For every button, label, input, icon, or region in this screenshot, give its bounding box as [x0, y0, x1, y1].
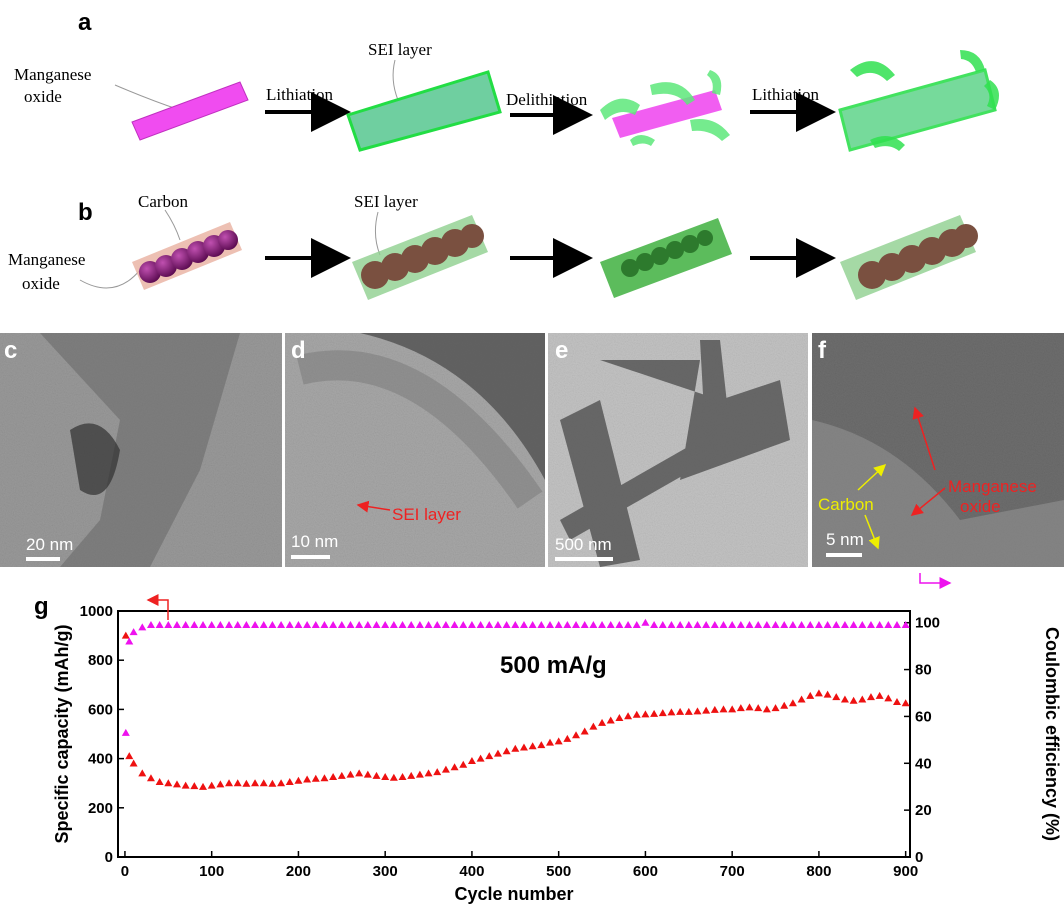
annotation: Manganese: [948, 477, 1037, 496]
scale-label: 10 nm: [291, 532, 338, 551]
figure: a Manganese oxide Lithiation SEI layer D…: [0, 0, 1064, 907]
annotation: SEI layer: [392, 505, 461, 524]
x-tick-label: 400: [459, 863, 484, 880]
panel-a: a Manganese oxide Lithiation SEI layer D…: [14, 9, 999, 151]
label: SEI layer: [368, 40, 432, 59]
y-axis-label: Specific capacity (mAh/g): [52, 624, 72, 843]
y-tick-label: 0: [105, 849, 113, 866]
panel-label: e: [555, 337, 568, 364]
x-axis-label: Cycle number: [454, 884, 573, 904]
x-tick-label: 700: [720, 863, 745, 880]
plot-frame: [118, 611, 910, 857]
y-tick-label: 1000: [80, 603, 113, 620]
x-tick-label: 100: [199, 863, 224, 880]
y-tick-label: 400: [88, 751, 113, 768]
leader: [165, 210, 180, 240]
label: oxide: [22, 274, 60, 293]
y2-axis-label: Coulombic efficiency (%): [1042, 627, 1062, 841]
panel-label: b: [78, 199, 93, 226]
scale-label: 500 nm: [555, 535, 612, 554]
y2-tick-label: 100: [915, 615, 940, 632]
y2-tick-label: 40: [915, 755, 932, 772]
panel-g: g 500 mA/g Cycle number Specific capacit…: [34, 573, 1062, 904]
y2-tick-label: 0: [915, 849, 923, 866]
label: Carbon: [138, 192, 189, 211]
panel-label: f: [818, 337, 827, 364]
sei-tube: [348, 72, 500, 150]
label: oxide: [24, 87, 62, 106]
panel-label: d: [291, 337, 306, 364]
leader: [393, 60, 398, 100]
x-tick-label: 600: [633, 863, 658, 880]
leader: [375, 212, 380, 255]
label: Manganese: [14, 65, 91, 84]
y-tick-label: 200: [88, 800, 113, 817]
panel-label: g: [34, 593, 49, 620]
x-tick-label: 200: [286, 863, 311, 880]
y-tick-label: 600: [88, 701, 113, 718]
axis-pointer: [920, 573, 950, 583]
panel-b: b Carbon Manganese oxide SEI layer: [8, 192, 978, 300]
x-tick-label: 500: [546, 863, 571, 880]
label: Lithiation: [752, 85, 820, 104]
panel-label: c: [4, 337, 17, 364]
rod: [132, 82, 248, 140]
leader: [80, 270, 140, 288]
label: Delithiation: [506, 90, 588, 109]
annotation: Carbon: [818, 495, 874, 514]
scale-label: 5 nm: [826, 530, 864, 549]
x-tick-label: 800: [806, 863, 831, 880]
y2-tick-label: 20: [915, 802, 932, 819]
y-tick-label: 800: [88, 652, 113, 669]
x-tick-label: 0: [121, 863, 129, 880]
annotation: oxide: [960, 497, 1001, 516]
scale-label: 20 nm: [26, 535, 73, 554]
y2-tick-label: 60: [915, 708, 932, 725]
annotation: 500 mA/g: [500, 652, 607, 679]
label: Manganese: [8, 250, 85, 269]
leader: [115, 85, 180, 110]
y2-tick-label: 80: [915, 662, 932, 679]
panel-f: f Carbon Manganese oxide 5 nm: [812, 333, 1064, 567]
panel-e: e 500 nm: [548, 333, 808, 567]
panel-c: c 20 nm: [0, 333, 282, 567]
x-tick-label: 300: [373, 863, 398, 880]
label: Lithiation: [266, 85, 334, 104]
panel-label: a: [78, 9, 92, 36]
panel-d: d SEI layer 10 nm: [285, 333, 545, 567]
label: SEI layer: [354, 192, 418, 211]
sei-tube: [840, 70, 995, 150]
page: a Manganese oxide Lithiation SEI layer D…: [0, 0, 1064, 907]
